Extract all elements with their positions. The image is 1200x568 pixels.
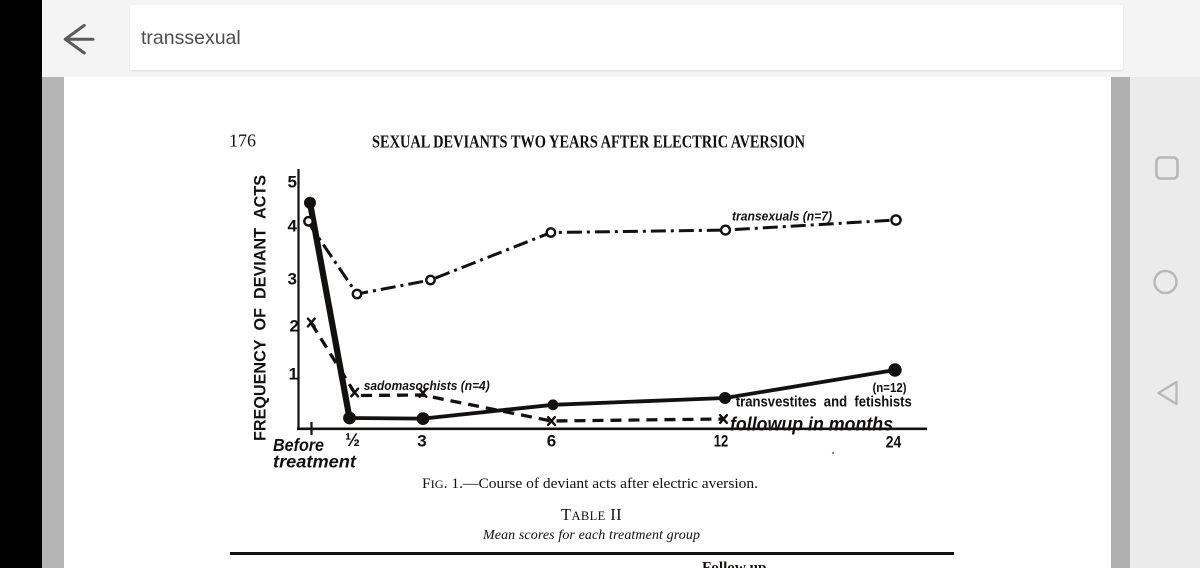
svg-text:24: 24 [886, 433, 902, 452]
svg-text:treatment: treatment [273, 452, 357, 472]
svg-text:1: 1 [289, 365, 298, 384]
svg-text:(n=12): (n=12) [873, 380, 907, 395]
svg-text:followup in months: followup in months [730, 415, 893, 436]
svg-text:½: ½ [345, 430, 360, 450]
svg-text:12: 12 [714, 432, 729, 451]
svg-text:SEXUAL DEVIANTS TWO YEARS AFTE: SEXUAL DEVIANTS TWO YEARS AFTER ELECTRIC… [372, 132, 805, 152]
svg-text:6: 6 [547, 432, 556, 451]
svg-text:sadomasochists (n=4): sadomasochists (n=4) [364, 378, 490, 393]
svg-text:3: 3 [288, 270, 297, 289]
svg-text:transvestites and fetishists: transvestites and fetishists [736, 395, 912, 411]
svg-text:176: 176 [229, 131, 256, 151]
svg-text:4: 4 [288, 217, 298, 236]
svg-text:FIG. 1.—Course of deviant acts: FIG. 1.—Course of deviant acts after ele… [422, 476, 758, 492]
svg-text:transexuals (n=7): transexuals (n=7) [732, 210, 832, 224]
svg-text:2: 2 [290, 317, 299, 336]
svg-text:Follow up: Follow up [702, 560, 767, 568]
svg-text:FREQUENCY OF DEVIANT ACTS: FREQUENCY OF DEVIANT ACTS [251, 175, 270, 441]
svg-text:3: 3 [417, 432, 426, 451]
svg-text:Before: Before [273, 435, 324, 455]
svg-text:5: 5 [288, 173, 297, 192]
